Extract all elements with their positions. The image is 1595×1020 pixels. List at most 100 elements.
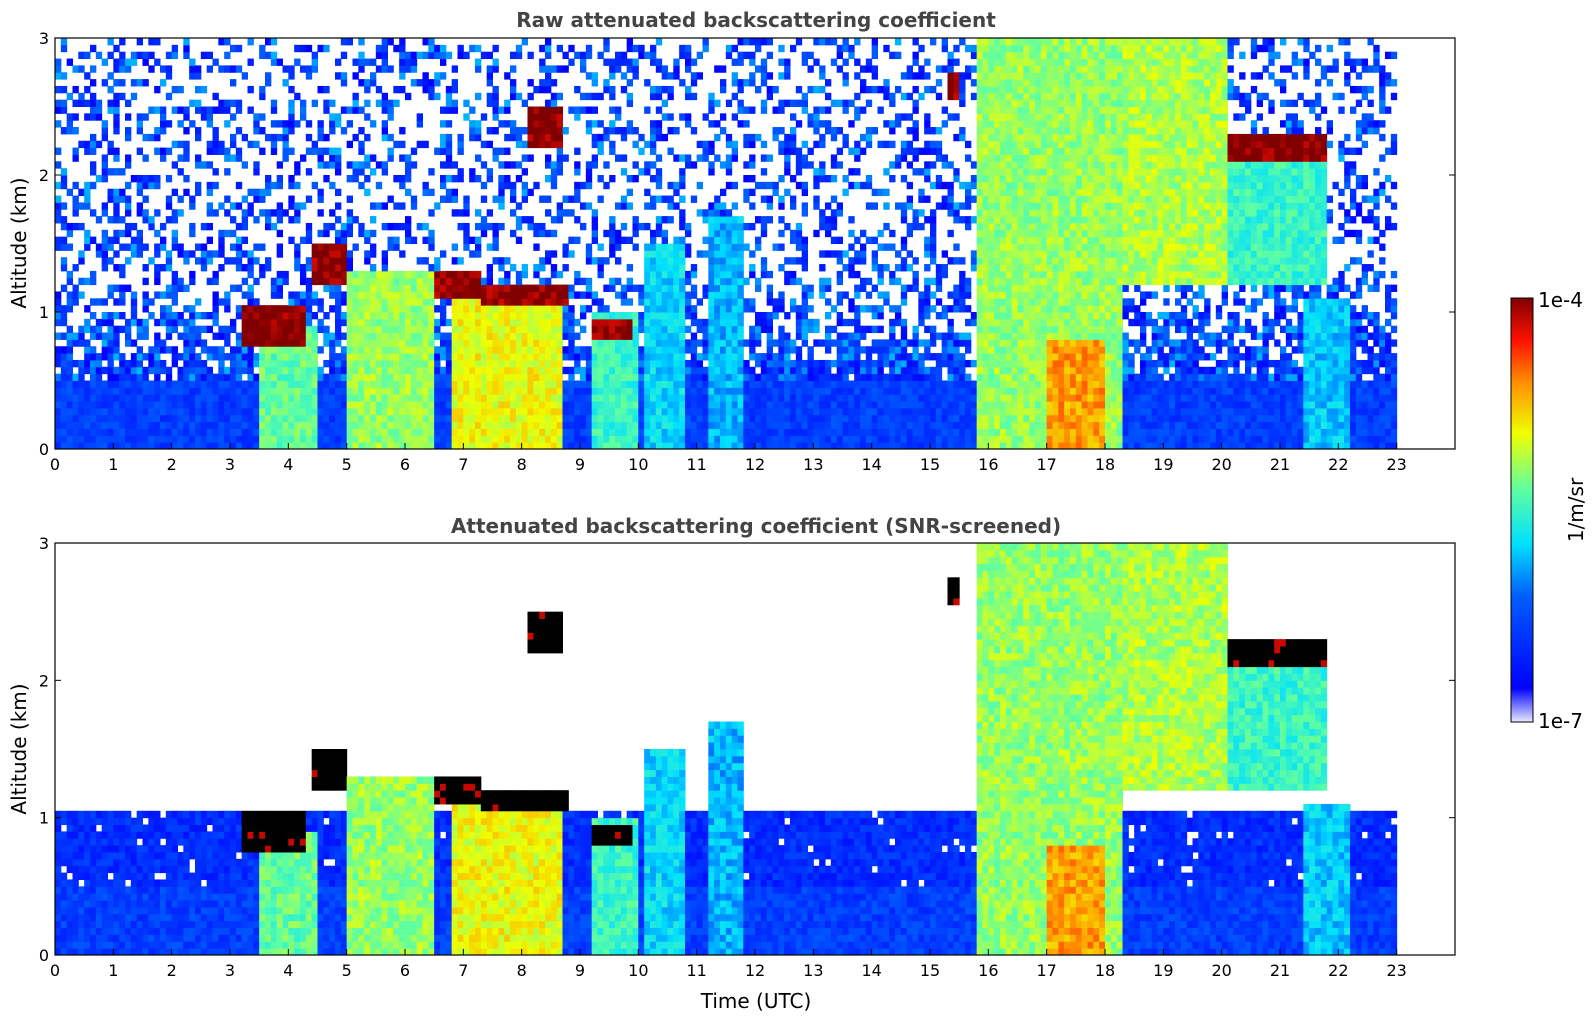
heatmap-cell	[725, 270, 733, 279]
heatmap-cell	[562, 127, 569, 135]
heatmap-cell	[113, 442, 120, 450]
heatmap-cell	[265, 346, 272, 354]
heatmap-cell	[871, 284, 878, 292]
heatmap-cell	[480, 339, 488, 347]
heatmap-cell	[165, 51, 173, 60]
heatmap-cell	[620, 339, 628, 347]
heatmap-cell	[574, 421, 581, 429]
heatmap-cell	[661, 250, 668, 258]
heatmap-cell	[55, 120, 62, 128]
heatmap-cell	[667, 202, 674, 210]
heatmap-cell	[504, 401, 511, 409]
heatmap-cell	[241, 222, 248, 231]
heatmap-cell	[492, 442, 499, 450]
heatmap-cell	[702, 353, 709, 361]
heatmap-cell	[265, 312, 272, 320]
heatmap-cell	[854, 58, 861, 66]
heatmap-cell	[755, 428, 762, 436]
heatmap-cell	[381, 202, 388, 210]
heatmap-cell	[422, 72, 429, 80]
heatmap-cell	[364, 387, 371, 395]
heatmap-cell	[60, 359, 68, 368]
heatmap-cell	[300, 442, 307, 450]
heatmap-cell	[259, 332, 266, 340]
heatmap-cell	[288, 72, 295, 80]
heatmap-cell	[510, 442, 517, 450]
heatmap-cell	[358, 407, 365, 416]
heatmap-cell	[475, 209, 482, 217]
heatmap-cell	[737, 421, 744, 429]
heatmap-cell	[200, 394, 208, 402]
heatmap-cell	[457, 44, 464, 53]
heatmap-cell	[650, 291, 657, 299]
heatmap-cell	[860, 229, 867, 238]
heatmap-cell	[667, 325, 674, 334]
heatmap-cell	[95, 421, 103, 429]
heatmap-cell	[650, 202, 657, 210]
heatmap-cell	[381, 38, 388, 46]
heatmap-cell	[317, 85, 324, 94]
heatmap-cell	[556, 359, 563, 368]
heatmap-cell	[399, 58, 406, 66]
heatmap-cell	[620, 332, 628, 340]
heatmap-cell	[230, 79, 237, 87]
heatmap-cell	[615, 325, 622, 334]
heatmap-cell	[171, 270, 178, 279]
heatmap-cell	[195, 394, 202, 402]
heatmap-cell	[218, 147, 225, 155]
heatmap-cell	[556, 106, 563, 114]
heatmap-cell	[655, 168, 663, 176]
heatmap-cell	[218, 332, 225, 340]
heatmap-cell	[224, 298, 231, 306]
heatmap-cell	[498, 318, 505, 327]
heatmap-cell	[556, 209, 563, 217]
heatmap-cell	[626, 58, 633, 66]
heatmap-cell	[300, 325, 307, 334]
heatmap-cell	[521, 414, 528, 423]
heatmap-cell	[317, 428, 324, 436]
heatmap-cell	[165, 92, 173, 101]
heatmap-cell	[142, 414, 149, 423]
heatmap-cell	[358, 318, 365, 327]
heatmap-cell	[399, 435, 406, 443]
heatmap-cell	[160, 401, 167, 409]
heatmap-cell	[183, 428, 190, 436]
heatmap-cell	[154, 414, 161, 423]
heatmap-cell	[445, 277, 453, 286]
heatmap-cell	[597, 353, 604, 361]
heatmap-cell	[276, 394, 283, 402]
heatmap-cell	[60, 442, 68, 450]
heatmap-cell	[171, 387, 178, 395]
heatmap-cell	[177, 373, 184, 381]
heatmap-cell	[527, 92, 534, 101]
heatmap-cell	[539, 421, 546, 429]
heatmap-cell	[871, 346, 878, 354]
heatmap-cell	[212, 346, 219, 354]
heatmap-cell	[451, 312, 458, 320]
heatmap-cell	[311, 401, 318, 409]
heatmap-cell	[585, 51, 593, 60]
heatmap-cell	[235, 106, 243, 114]
heatmap-cell	[235, 366, 243, 375]
heatmap-cell	[358, 284, 365, 292]
heatmap-cell	[335, 312, 342, 320]
heatmap-cell	[265, 216, 272, 224]
heatmap-cell	[282, 120, 289, 128]
heatmap-cell	[294, 387, 301, 395]
heatmap-cell	[440, 394, 447, 402]
heatmap-cell	[364, 161, 371, 169]
heatmap-cell	[469, 127, 476, 135]
heatmap-cell	[422, 332, 429, 340]
heatmap-cell	[539, 127, 546, 135]
heatmap-cell	[60, 421, 68, 429]
heatmap-cell	[335, 147, 342, 155]
heatmap-cell	[375, 339, 383, 347]
heatmap-cell	[725, 209, 733, 217]
heatmap-cell	[504, 312, 511, 320]
heatmap-cell	[550, 270, 558, 279]
heatmap-cell	[160, 264, 167, 272]
heatmap-cell	[830, 325, 838, 334]
heatmap-cell	[860, 428, 867, 436]
heatmap-cell	[591, 401, 598, 409]
heatmap-cell	[165, 318, 173, 327]
